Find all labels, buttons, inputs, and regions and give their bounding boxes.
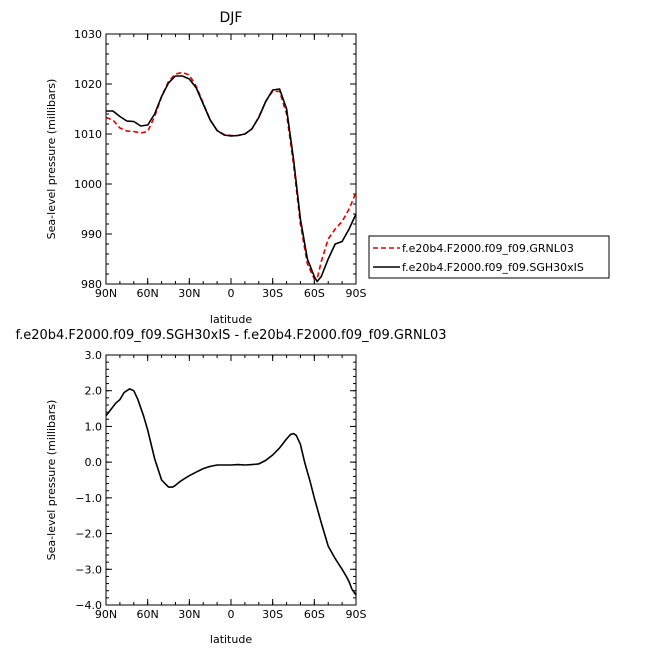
bottom-y-tick-label: 1.0 bbox=[85, 420, 103, 433]
bottom-y-tick-label: 3.0 bbox=[85, 349, 103, 362]
top-panel-y-axis-label: Sea-level pressure (millibars) bbox=[45, 79, 58, 240]
top-series-line-1 bbox=[105, 71, 357, 280]
top-panel-title: DJF bbox=[220, 10, 243, 26]
bottom-y-tick-label: 0.0 bbox=[85, 456, 103, 469]
bottom-y-tick-label: −1.0 bbox=[75, 492, 102, 505]
bottom-panel-frame bbox=[105, 354, 357, 606]
legend-box bbox=[368, 235, 610, 279]
bottom-x-tick-label: 60S bbox=[304, 608, 325, 621]
top-x-tick-label: 30S bbox=[262, 287, 283, 300]
bottom-series-line-1 bbox=[105, 388, 357, 596]
top-panel-series bbox=[105, 71, 357, 283]
bottom-y-tick-label: 2.0 bbox=[85, 385, 103, 398]
top-x-tick-label: 90N bbox=[95, 287, 117, 300]
top-panel-frame bbox=[105, 33, 357, 285]
bottom-x-tick-label: 30N bbox=[178, 608, 200, 621]
bottom-panel-title: f.e20b4.F2000.f09_f09.SGH30xIS - f.e20b4… bbox=[15, 328, 446, 343]
top-x-tick-label: 60N bbox=[137, 287, 159, 300]
top-y-tick-label: 1010 bbox=[74, 128, 102, 141]
top-x-tick-label: 60S bbox=[304, 287, 325, 300]
top-y-tick-label: 990 bbox=[81, 228, 102, 241]
bottom-panel-x-axis-label: latitude bbox=[210, 633, 252, 646]
bottom-x-tick-label: 30S bbox=[262, 608, 283, 621]
top-y-tick-label: 1030 bbox=[74, 28, 102, 41]
bottom-x-tick-label: 60N bbox=[137, 608, 159, 621]
top-series-line-2 bbox=[106, 75, 357, 283]
top-x-tick-label: 0 bbox=[228, 287, 235, 300]
bottom-y-tick-label: −2.0 bbox=[75, 528, 102, 541]
top-y-tick-label: 980 bbox=[81, 278, 102, 291]
bottom-y-tick-label: −3.0 bbox=[75, 563, 102, 576]
bottom-x-tick-label: 90S bbox=[346, 608, 367, 621]
top-x-tick-label: 90S bbox=[346, 287, 367, 300]
bottom-x-tick-label: 0 bbox=[228, 608, 235, 621]
bottom-panel: f.e20b4.F2000.f09_f09.SGH30xIS - f.e20b4… bbox=[15, 328, 446, 646]
bottom-x-tick-label: 90N bbox=[95, 608, 117, 621]
top-x-tick-label: 30N bbox=[178, 287, 200, 300]
top-y-tick-label: 1020 bbox=[74, 78, 102, 91]
legend-label-grnl03: f.e20b4.F2000.f09_f09.GRNL03 bbox=[402, 242, 574, 255]
legend: f.e20b4.F2000.f09_f09.GRNL03 f.e20b4.F20… bbox=[368, 235, 610, 279]
top-panel: DJF latitude Sea-level pressure (milliba… bbox=[45, 10, 367, 326]
bottom-y-tick-label: −4.0 bbox=[75, 599, 102, 612]
top-panel-x-axis-label: latitude bbox=[210, 313, 252, 326]
top-panel-ticks: 90N 60N 30N 0 30S 60S 90S 980 990 1000 1010 1020 103… bbox=[74, 28, 367, 300]
bottom-panel-series bbox=[105, 388, 357, 596]
top-y-tick-label: 1000 bbox=[74, 178, 102, 191]
legend-label-sgh30xis: f.e20b4.F2000.f09_f09.SGH30xIS bbox=[402, 261, 584, 274]
bottom-panel-y-axis-label: Sea-level pressure (millibars) bbox=[45, 400, 58, 561]
bottom-panel-ticks: 90N 60N 30N 0 30S 60S 90S −4.0 −3.0 −2.0 −1.0 0.0 1.… bbox=[75, 349, 366, 621]
